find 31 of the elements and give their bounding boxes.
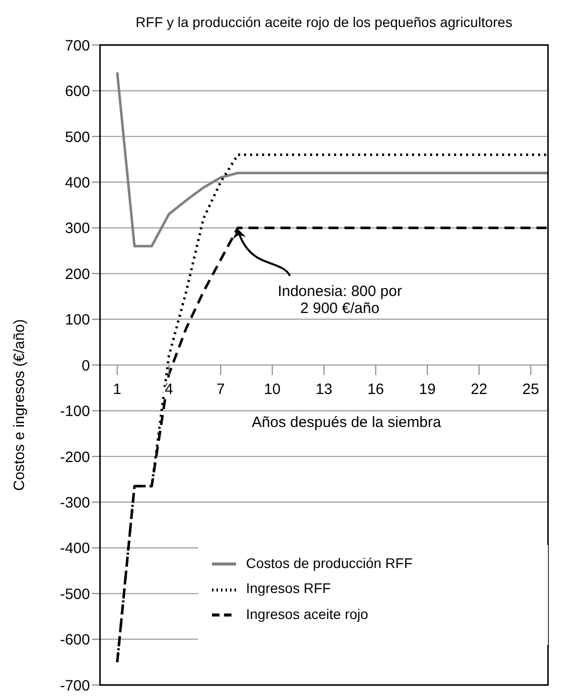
x-tick-label: 25 xyxy=(522,381,540,398)
x-tick-label: 16 xyxy=(367,381,384,398)
y-tick-label: 700 xyxy=(64,37,90,54)
legend-label: Ingresos RFF xyxy=(246,580,331,596)
x-tick-label: 22 xyxy=(470,381,488,398)
y-tick-label: -200 xyxy=(60,448,90,466)
x-axis-title: Años después de la siembra xyxy=(252,414,442,431)
legend-label: Costos de producción RFF xyxy=(246,555,413,571)
y-tick-label: -600 xyxy=(60,632,90,649)
y-tick-label: -300 xyxy=(60,494,90,512)
x-tick-label: 7 xyxy=(216,381,225,398)
y-tick-label: -700 xyxy=(60,677,90,694)
x-tick-label: 10 xyxy=(264,381,281,398)
y-tick-label: 200 xyxy=(64,266,90,283)
y-tick-label: -400 xyxy=(60,540,90,558)
legend-label: Ingresos aceite rojo xyxy=(246,606,368,622)
y-tick-label: 600 xyxy=(64,83,90,100)
y-tick-label: 100 xyxy=(64,312,90,329)
y-tick-label: 500 xyxy=(64,128,90,146)
x-tick-label: 1 xyxy=(113,381,122,398)
chart-title: RFF y la producción aceite rojo de los pequeños agricultores xyxy=(136,14,512,30)
x-tick-label: 19 xyxy=(419,381,436,398)
y-tick-label: 300 xyxy=(64,220,90,238)
x-tick-label: 13 xyxy=(316,381,332,398)
annotation: Indonesia: 800 por 2 900 €/año xyxy=(278,282,402,317)
y-tick-label: 0 xyxy=(82,357,90,374)
y-axis-title: Costos e ingresos (€/año) xyxy=(11,319,28,491)
line-series xyxy=(116,71,548,248)
y-tick-label: 400 xyxy=(64,174,90,192)
y-tick-label: -100 xyxy=(60,403,90,420)
y-tick-label: -500 xyxy=(60,586,90,603)
